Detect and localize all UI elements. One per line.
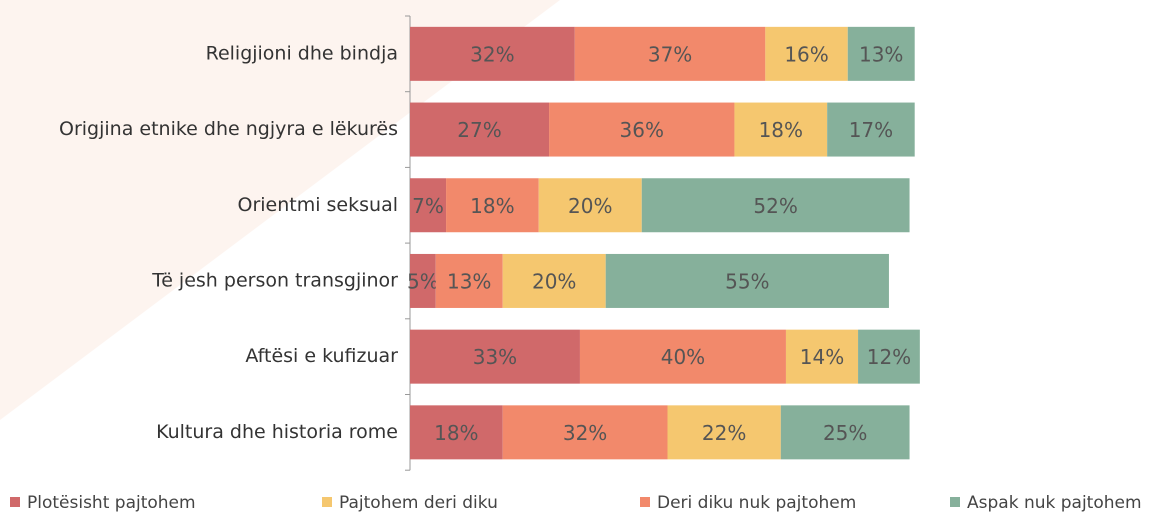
value-label: 22% xyxy=(702,421,746,445)
category-label: Aftësi e kufizuar xyxy=(245,345,398,367)
value-label: 37% xyxy=(648,42,692,66)
value-label: 7% xyxy=(412,194,444,218)
legend-swatch xyxy=(640,497,650,507)
bar-segment xyxy=(780,405,910,460)
bar-segment xyxy=(410,405,503,460)
bar-segment xyxy=(605,253,889,308)
bar-segment xyxy=(574,26,766,81)
value-label: 16% xyxy=(784,42,828,66)
bar-segment xyxy=(446,178,539,233)
bar-segment xyxy=(538,178,642,233)
bar-segment xyxy=(827,102,915,157)
bar-segment xyxy=(579,329,786,384)
legend-swatch xyxy=(10,497,20,507)
value-label: 33% xyxy=(473,345,517,369)
legend-swatch xyxy=(950,497,960,507)
legend-label: Pajtohem deri diku xyxy=(339,493,498,513)
legend-label: Deri diku nuk pajtohem xyxy=(657,493,856,513)
value-label: 40% xyxy=(661,345,705,369)
value-label: 27% xyxy=(457,118,501,142)
value-label: 32% xyxy=(470,42,514,66)
value-label: 36% xyxy=(620,118,664,142)
value-label: 13% xyxy=(859,42,903,66)
bar-segment xyxy=(410,26,575,81)
value-label: 13% xyxy=(447,269,491,293)
value-label: 14% xyxy=(800,345,844,369)
value-label: 25% xyxy=(823,421,867,445)
bar-segment xyxy=(410,178,447,233)
bar-segment xyxy=(410,102,550,157)
value-label: 5% xyxy=(407,269,439,293)
bar-segment xyxy=(410,329,580,384)
value-label: 32% xyxy=(563,421,607,445)
value-label: 52% xyxy=(753,194,797,218)
value-label: 55% xyxy=(725,269,769,293)
bar-segment xyxy=(410,253,436,308)
bar-segment xyxy=(549,102,735,157)
legend-label: Plotësisht pajtohem xyxy=(27,493,196,513)
bar-segment xyxy=(502,253,606,308)
bar-segment xyxy=(734,102,828,157)
value-label: 20% xyxy=(568,194,612,218)
value-label: 12% xyxy=(867,345,911,369)
category-label: Të jesh person transgjinor xyxy=(151,269,398,291)
bar-segment xyxy=(785,329,859,384)
bar-segment xyxy=(502,405,668,460)
value-label: 18% xyxy=(470,194,514,218)
value-label: 18% xyxy=(434,421,478,445)
category-label: Kultura dhe historia rome xyxy=(156,421,398,443)
value-label: 20% xyxy=(532,269,576,293)
value-label: 17% xyxy=(849,118,893,142)
bar-segment xyxy=(435,253,503,308)
legend-label: Aspak nuk pajtohem xyxy=(967,493,1142,513)
bar-segment xyxy=(847,26,915,81)
category-label: Origjina etnike dhe ngjyra e lëkurës xyxy=(59,118,398,140)
bar-segment xyxy=(765,26,848,81)
bar-segment xyxy=(641,178,910,233)
value-label: 18% xyxy=(759,118,803,142)
bar-segment xyxy=(667,405,781,460)
legend-swatch xyxy=(322,497,332,507)
category-label: Religjioni dhe bindja xyxy=(206,42,398,64)
category-label: Orientmi seksual xyxy=(237,194,398,216)
bar-segment xyxy=(858,329,920,384)
